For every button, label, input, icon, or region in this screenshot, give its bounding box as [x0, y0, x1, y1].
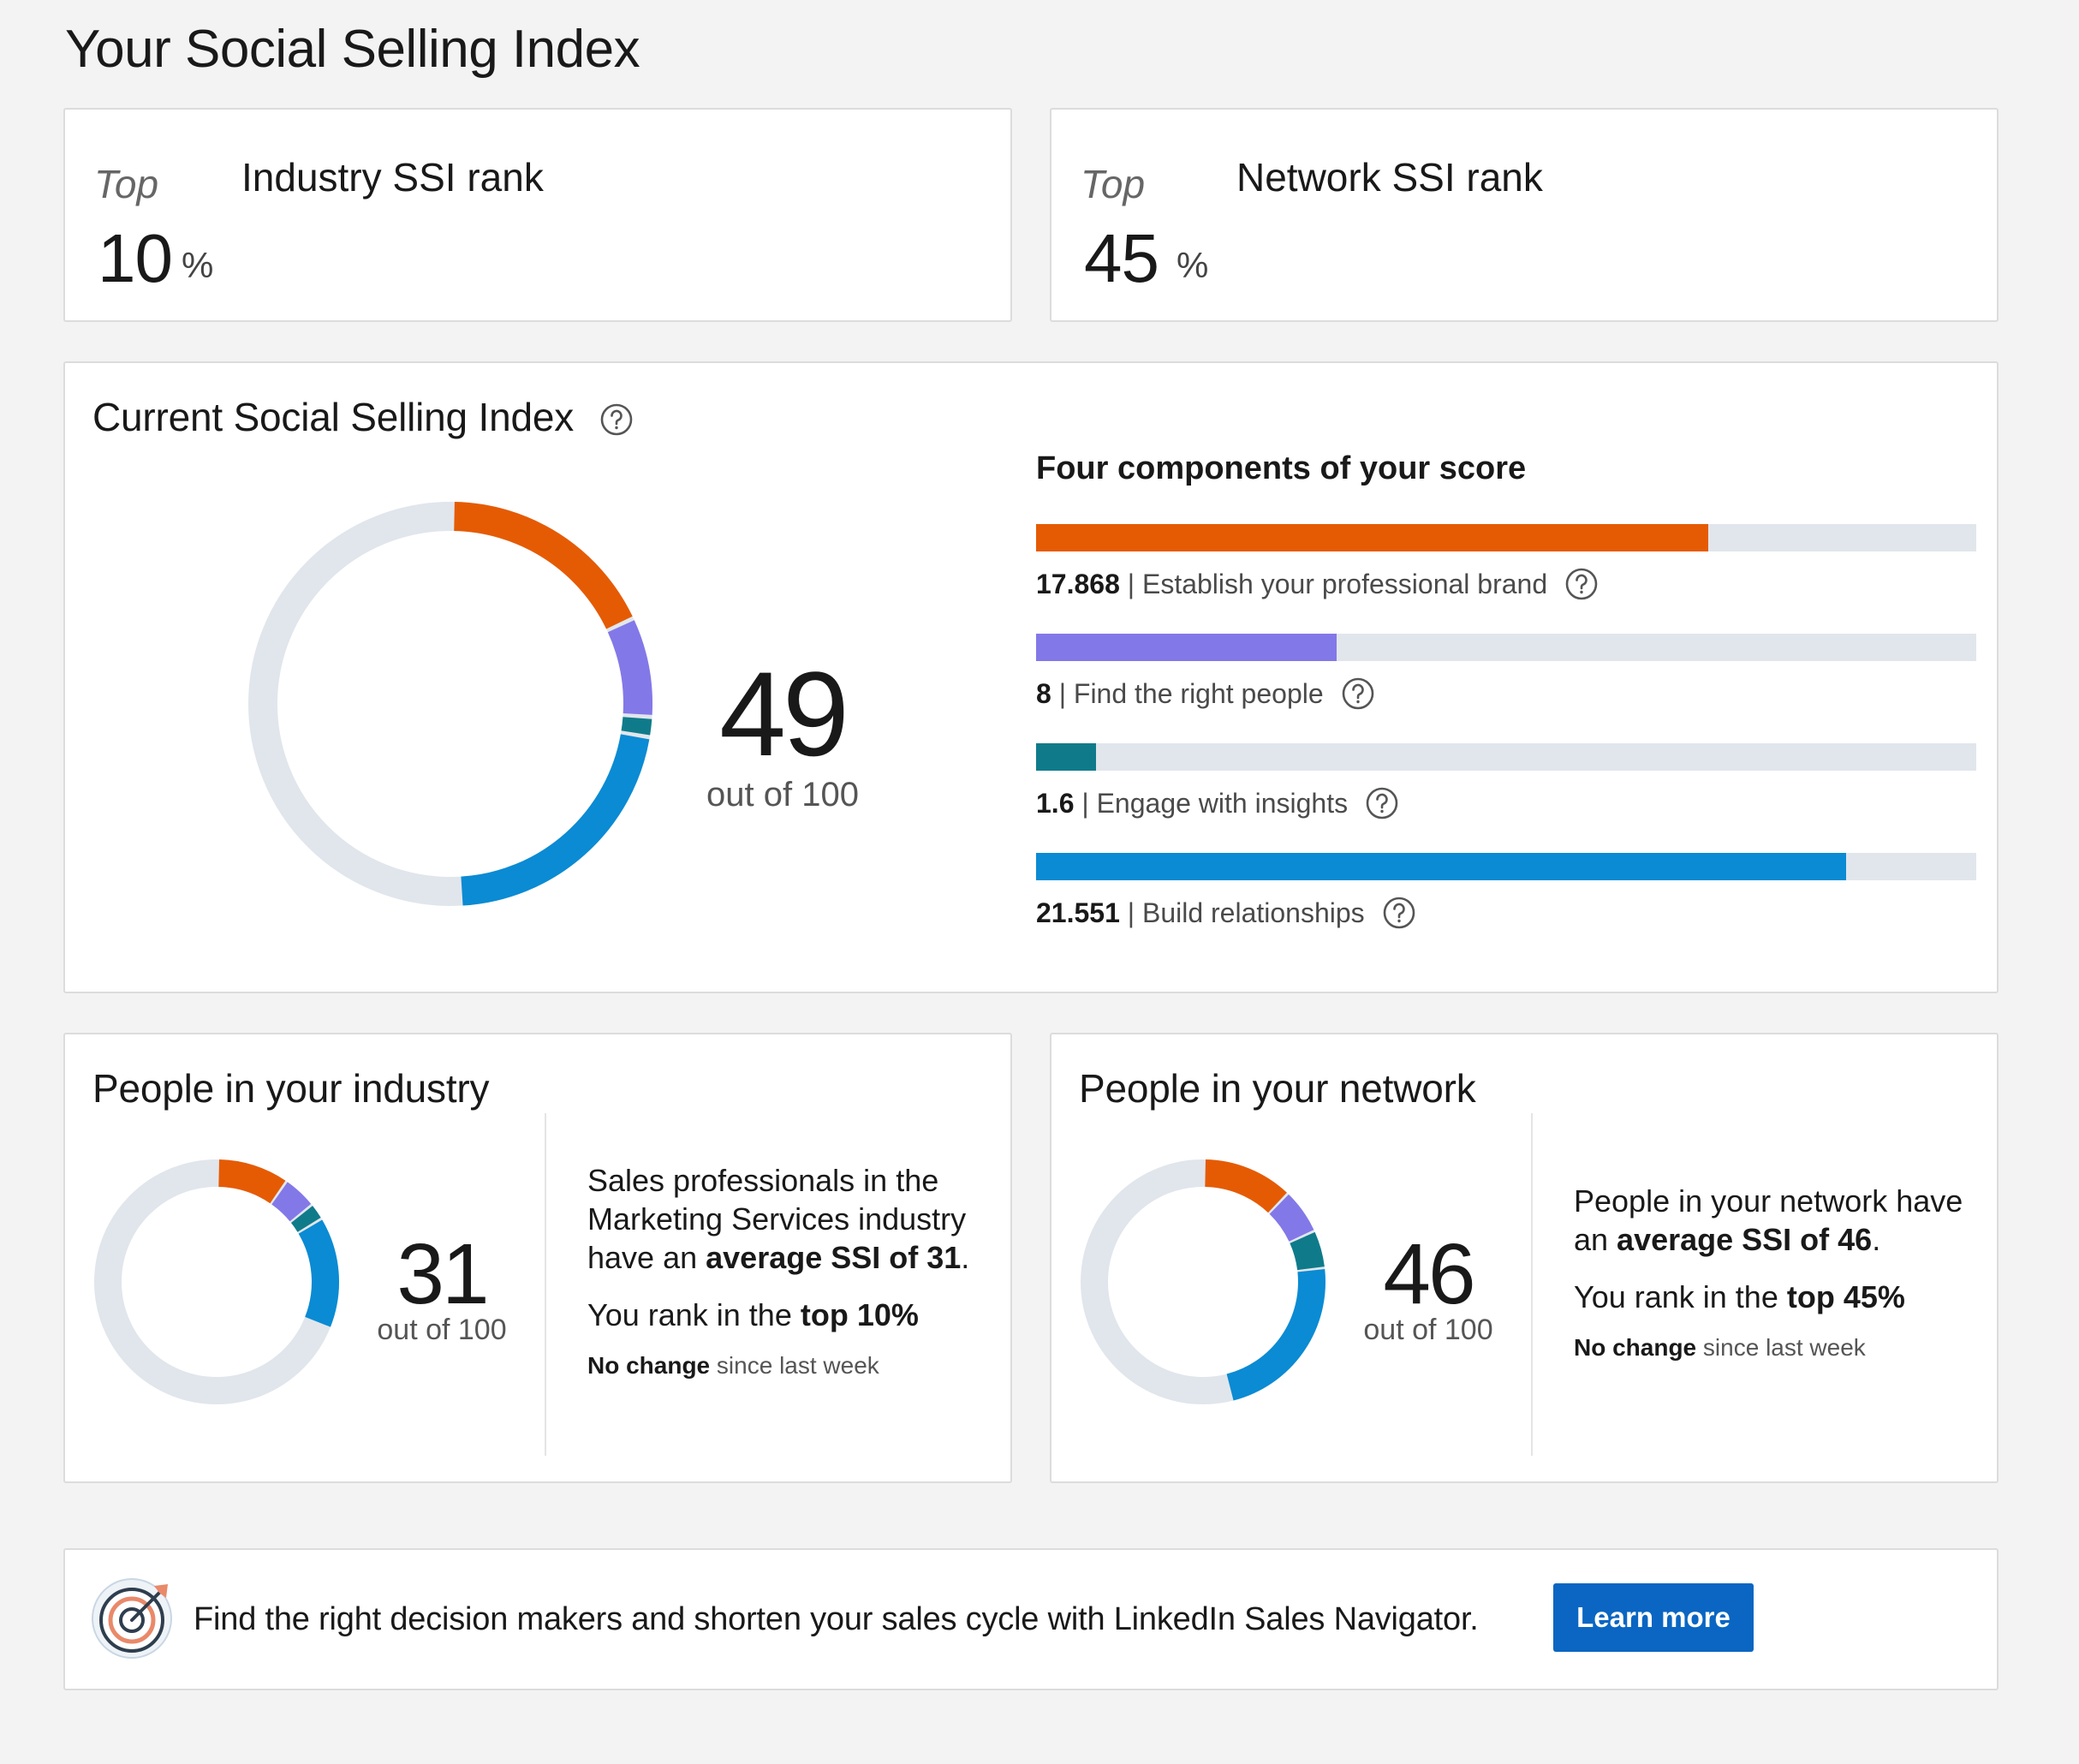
network-rank-line: You rank in the top 45%	[1574, 1279, 1905, 1314]
network-average: average SSI of 46	[1617, 1222, 1873, 1257]
question-circle-icon[interactable]	[1382, 896, 1416, 930]
component-bar-fill	[1036, 743, 1097, 771]
current-ssi-donut	[248, 502, 652, 906]
question-circle-icon[interactable]	[1341, 676, 1375, 711]
industry-donut	[94, 1159, 339, 1404]
network-score: 46	[1383, 1226, 1475, 1322]
network-rank-value: 45	[1084, 220, 1159, 296]
industry-card: People in your industry 31 out of 100 Sa…	[63, 1033, 1012, 1483]
component-bar-relationships	[1036, 853, 1976, 880]
industry-score: 31	[396, 1226, 489, 1322]
industry-average: average SSI of 31	[706, 1240, 962, 1275]
component-bar-brand	[1036, 524, 1976, 551]
component-name: | Engage with insights	[1081, 787, 1349, 819]
donut-segment-people	[1269, 1194, 1314, 1243]
current-ssi-card: Current Social Selling Index 49 out of 1…	[63, 361, 1999, 993]
industry-desc-line: Sales professionals in the	[587, 1163, 939, 1198]
component-value: 1.6	[1036, 787, 1075, 819]
donut-segment-brand	[217, 1159, 286, 1204]
component-name: | Establish your professional brand	[1127, 568, 1548, 599]
network-desc-line: People in your network have	[1574, 1183, 1963, 1219]
network-rank-title: Network SSI rank	[1236, 155, 1543, 200]
industry-desc-line: have an average SSI of 31.	[587, 1240, 970, 1275]
donut-segment-people	[271, 1182, 312, 1222]
components-heading: Four components of your score	[1036, 450, 1527, 486]
industry-rank-line: You rank in the top 10%	[587, 1297, 919, 1332]
donut-segment-relationships	[1226, 1269, 1325, 1401]
component-label-people: 8 | Find the right people	[1036, 676, 1375, 711]
industry-score-block: 31 out of 100	[365, 1231, 519, 1347]
component-label-relationships: 21.551 | Build relationships	[1036, 896, 1416, 930]
industry-desc-line: Marketing Services industry	[587, 1201, 967, 1237]
industry-rank-card: Top Industry SSI rank 10 %	[63, 108, 1012, 322]
network-rank-value: top 45%	[1786, 1279, 1905, 1314]
current-ssi-score-block: 49 out of 100	[688, 654, 877, 814]
question-circle-icon[interactable]	[1365, 786, 1399, 820]
network-score-block: 46 out of 100	[1351, 1231, 1505, 1347]
component-value: 21.551	[1036, 897, 1120, 928]
component-bar-fill	[1036, 634, 1337, 661]
donut-segment-insights	[621, 717, 652, 736]
promo-text: Find the right decision makers and short…	[194, 1601, 1479, 1637]
network-card: People in your network 46 out of 100 Peo…	[1050, 1033, 1999, 1483]
network-divider	[1531, 1113, 1533, 1456]
network-rank-card: Top Network SSI rank 45 %	[1050, 108, 1999, 322]
donut-segment-insights	[1290, 1231, 1325, 1271]
network-description: People in your network have an average S…	[1574, 1182, 1963, 1367]
donut-segment-relationships	[461, 734, 650, 906]
component-value: 17.868	[1036, 568, 1120, 599]
component-bar-fill	[1036, 853, 1847, 880]
donut-segment-brand	[453, 502, 633, 629]
industry-rank-title: Industry SSI rank	[241, 155, 544, 200]
industry-change: No change since last week	[587, 1352, 879, 1379]
industry-divider	[545, 1113, 546, 1456]
learn-more-button[interactable]: Learn more	[1553, 1583, 1754, 1652]
donut-segment-insights	[290, 1206, 321, 1232]
industry-out-of: out of 100	[377, 1314, 507, 1346]
target-arrow-icon	[91, 1577, 173, 1660]
current-ssi-title: Current Social Selling Index	[92, 395, 575, 439]
industry-description: Sales professionals in the Marketing Ser…	[587, 1161, 969, 1385]
component-label-brand: 17.868 | Establish your professional bra…	[1036, 567, 1599, 601]
network-out-of: out of 100	[1363, 1314, 1493, 1346]
network-title: People in your network	[1079, 1066, 1476, 1111]
component-name: | Build relationships	[1127, 897, 1365, 928]
component-name: | Find the right people	[1058, 677, 1324, 709]
industry-rank-unit: %	[182, 245, 214, 285]
industry-rank-top-label: Top	[94, 162, 159, 206]
component-bar-fill	[1036, 524, 1708, 551]
current-ssi-out-of: out of 100	[706, 776, 859, 813]
component-bar-people	[1036, 634, 1976, 661]
page-title: Your Social Selling Index	[65, 20, 640, 79]
donut-segment-relationships	[298, 1219, 339, 1327]
industry-rank-value: top 10%	[800, 1297, 919, 1332]
component-value: 8	[1036, 677, 1051, 709]
component-bar-insights	[1036, 743, 1976, 771]
industry-rank-value: 10	[98, 220, 173, 296]
network-rank-top-label: Top	[1081, 162, 1146, 206]
network-donut	[1081, 1159, 1325, 1404]
network-desc-line: an average SSI of 46.	[1574, 1222, 1881, 1257]
current-ssi-score: 49	[719, 647, 849, 781]
component-label-insights: 1.6 | Engage with insights	[1036, 786, 1399, 820]
question-circle-icon[interactable]	[599, 402, 634, 437]
donut-segment-brand	[1204, 1159, 1287, 1213]
question-circle-icon[interactable]	[1564, 567, 1599, 601]
network-change: No change since last week	[1574, 1334, 1866, 1361]
network-rank-unit: %	[1177, 245, 1209, 285]
industry-title: People in your industry	[92, 1066, 490, 1111]
donut-segment-people	[607, 620, 652, 715]
sales-navigator-promo: Find the right decision makers and short…	[63, 1548, 1999, 1690]
